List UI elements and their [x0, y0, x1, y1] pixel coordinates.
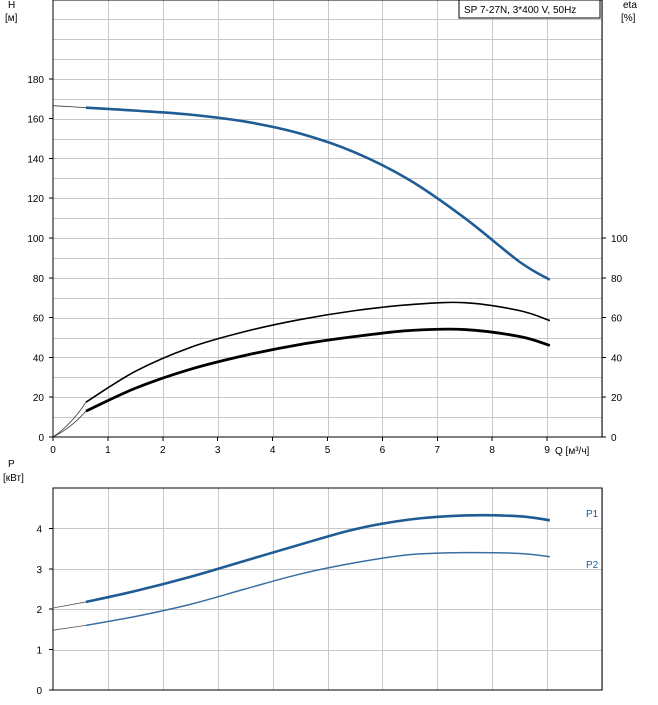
power-curve-extension	[52, 624, 86, 631]
legend-text: SP 7-27N, 3*400 V, 50Hz	[464, 5, 576, 16]
flow-tick-label: 6	[380, 445, 386, 456]
flow-tick-label: 9	[544, 445, 550, 456]
p2-curve	[85, 551, 550, 627]
flow-tick-label: 1	[105, 445, 111, 456]
head-tick-label: 100	[27, 234, 44, 245]
head-tick-label: 80	[33, 274, 45, 285]
eta-axis-title: eta	[623, 0, 637, 11]
head-eta-grid	[53, 0, 603, 437]
head-tick-label: 20	[33, 393, 45, 404]
head-curve	[85, 106, 551, 281]
power-curve-extension	[52, 601, 87, 609]
eta-tick-label: 60	[611, 314, 623, 325]
power-plot-frame	[52, 487, 603, 691]
flow-axis-title: Q [м³/ч]	[555, 446, 590, 457]
eta-tick-label: 80	[611, 274, 623, 285]
head-tick-label: 60	[33, 314, 45, 325]
head-eta-ticks: 0 1 2 3 4 5 6 7 8 9 0 20 40 60 80 100 120 140 160 180 0 20 40 6…	[27, 75, 628, 456]
series-label-p1: P1	[586, 509, 599, 520]
flow-tick-label: 7	[435, 445, 441, 456]
head-tick-label: 160	[27, 115, 44, 126]
head-tick-label: 40	[33, 353, 45, 364]
curve-extension	[52, 105, 86, 109]
power-grid	[53, 488, 603, 690]
flow-tick-label: 2	[160, 445, 166, 456]
power-axis-unit: [кВт]	[3, 473, 24, 484]
curve-extension	[52, 401, 87, 438]
eta-tick-label: 40	[611, 353, 623, 364]
power-series	[52, 513, 551, 631]
curve-extension	[52, 410, 87, 438]
flow-tick-label: 5	[325, 445, 331, 456]
head-tick-label: 120	[27, 194, 44, 205]
head-axis-title: H	[8, 0, 15, 11]
series-label-p2: P2	[586, 560, 599, 571]
flow-tick-label: 4	[270, 445, 276, 456]
head-eta-series	[52, 105, 551, 438]
head-tick-label: 140	[27, 154, 44, 165]
eta-curve-upper	[85, 301, 551, 403]
power-tick-label: 0	[36, 686, 42, 697]
head-tick-label: 180	[27, 75, 44, 86]
power-tick-label: 2	[36, 605, 42, 616]
legend-box	[458, 0, 601, 19]
flow-tick-label: 8	[489, 445, 495, 456]
power-tick-label: 1	[36, 646, 42, 657]
eta-tick-label: 0	[611, 433, 617, 444]
power-tick-label: 3	[36, 565, 42, 576]
eta-curve-lower	[85, 327, 551, 413]
eta-tick-label: 20	[611, 393, 623, 404]
flow-tick-label: 3	[215, 445, 221, 456]
power-axis-title: P	[8, 459, 15, 470]
p1-curve	[85, 513, 551, 604]
power-ticks: 0 1 2 3 4	[36, 524, 53, 697]
flow-tick-label: 0	[50, 445, 56, 456]
head-tick-label: 0	[38, 433, 44, 444]
eta-tick-label: 100	[611, 234, 628, 245]
power-tick-label: 4	[36, 524, 42, 535]
head-axis-unit: [м]	[5, 13, 18, 24]
eta-axis-unit: [%]	[621, 13, 636, 24]
